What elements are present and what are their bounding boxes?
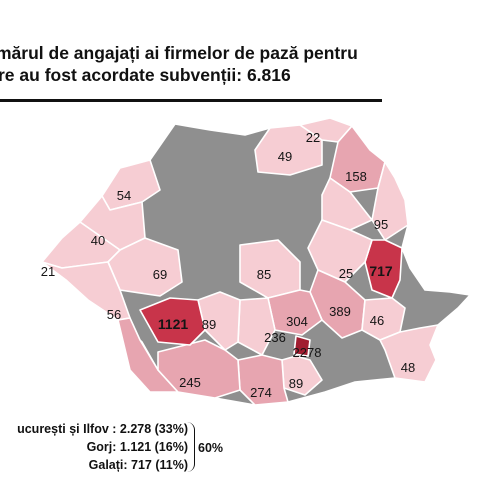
value-label-158: 158: [345, 169, 367, 184]
county-vrancea: [307, 219, 373, 283]
value-label-54: 54: [117, 188, 131, 203]
value-label-89-south: 89: [289, 376, 303, 391]
value-label-40: 40: [91, 233, 105, 248]
value-label-274: 274: [250, 385, 272, 400]
county-galati: [364, 239, 403, 299]
value-label-2278: 2278: [293, 345, 322, 360]
top-counties-summary: ucurești și Ilfov : 2.278 (33%) Gorj: 1.…: [0, 410, 500, 480]
value-label-304: 304: [286, 314, 308, 329]
county-teleorman: [237, 354, 289, 406]
value-label-49: 49: [278, 149, 292, 164]
county-gorj: [139, 297, 206, 346]
map-title: mărul de angajați ai firmelor de pază pe…: [0, 42, 500, 86]
county-bucuresti-ilfov: [293, 335, 311, 357]
title-line-1: mărul de angajați ai firmelor de pază pe…: [0, 43, 358, 63]
value-label-48: 48: [401, 360, 415, 375]
value-label-236: 236: [264, 330, 286, 345]
summary-brace: [186, 422, 195, 472]
county-constanta: [379, 324, 439, 383]
value-label-46: 46: [370, 313, 384, 328]
summary-total-percent: 60%: [198, 441, 224, 455]
value-label-69: 69: [153, 267, 167, 282]
county-dolj: [157, 339, 241, 399]
value-label-717: 717: [369, 263, 393, 279]
value-label-1121: 1121: [158, 316, 189, 332]
county-value-labels: 22 49 158 54 95 40 717 21 69 85 25 389 5…: [41, 130, 415, 400]
romania-county-map: 22 49 158 54 95 40 717 21 69 85 25 389 5…: [41, 117, 471, 406]
value-label-245: 245: [179, 375, 201, 390]
county-suceava: [254, 124, 323, 176]
title-underline: [0, 99, 382, 102]
summary-row-galati: Galați: 717 (11%): [88, 458, 188, 472]
value-label-89-gorj-side: 89: [202, 317, 216, 332]
value-label-389: 389: [329, 304, 351, 319]
title-line-2: re au fost acordate subvenții: 6.816: [0, 65, 291, 85]
summary-row-gorj: Gorj: 1.121 (16%): [86, 440, 188, 454]
value-label-56: 56: [107, 307, 121, 322]
summary-row-bucuresti-ilfov: ucurești și Ilfov : 2.278 (33%): [17, 422, 188, 436]
value-label-85: 85: [257, 267, 271, 282]
county-vaslui: [371, 161, 409, 241]
value-label-95: 95: [374, 217, 388, 232]
value-label-25: 25: [339, 266, 353, 281]
value-label-22: 22: [306, 130, 320, 145]
value-label-21: 21: [41, 264, 55, 279]
